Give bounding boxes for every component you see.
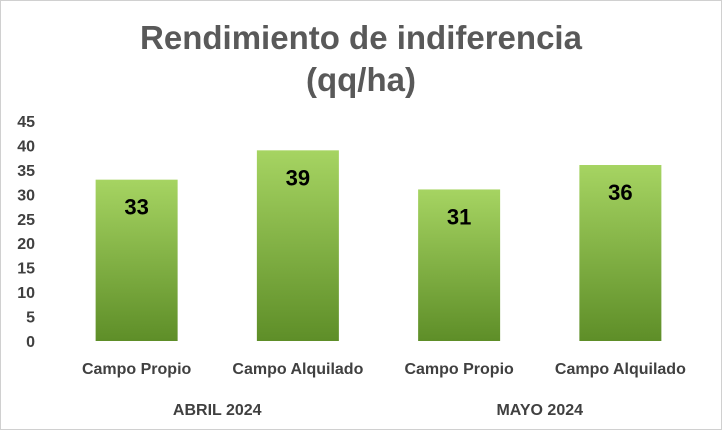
bar-3 bbox=[418, 189, 501, 341]
data-label-4: 36 bbox=[608, 180, 632, 205]
y-tick-label-45: 45 bbox=[17, 114, 35, 131]
y-tick-label-0: 0 bbox=[26, 334, 35, 351]
y-axis: 0 5 10 15 20 25 30 35 40 45 bbox=[17, 114, 35, 351]
category-label-4: Campo Alquilado bbox=[555, 361, 686, 378]
category-label-2: Campo Alquilado bbox=[232, 361, 363, 378]
category-label-3: Campo Propio bbox=[404, 361, 514, 378]
category-label-1: Campo Propio bbox=[82, 361, 192, 378]
y-tick-label-5: 5 bbox=[26, 310, 35, 327]
y-tick-label-15: 15 bbox=[17, 261, 35, 278]
bar-4 bbox=[579, 165, 662, 341]
y-tick-label-20: 20 bbox=[17, 236, 35, 253]
data-label-3: 31 bbox=[447, 204, 471, 229]
data-label-2: 39 bbox=[286, 165, 310, 190]
y-tick-label-10: 10 bbox=[17, 285, 35, 302]
bars bbox=[95, 150, 662, 341]
group-label-1: ABRIL 2024 bbox=[173, 402, 262, 419]
y-tick-label-35: 35 bbox=[17, 163, 35, 180]
chart-title-line-2: (qq/ha) bbox=[306, 61, 416, 98]
y-tick-label-30: 30 bbox=[17, 187, 35, 204]
y-tick-label-40: 40 bbox=[17, 138, 35, 155]
group-label-2: MAYO 2024 bbox=[496, 402, 583, 419]
data-label-1: 33 bbox=[124, 195, 148, 220]
bar-2 bbox=[256, 150, 339, 341]
chart-title-line-1: Rendimiento de indiferencia bbox=[140, 19, 583, 56]
x-axis-groups: ABRIL 2024 MAYO 2024 bbox=[173, 402, 583, 419]
data-labels: 33 39 31 36 bbox=[124, 165, 632, 229]
y-tick-label-25: 25 bbox=[17, 212, 35, 229]
bar-1 bbox=[95, 179, 178, 341]
x-axis-categories: Campo Propio Campo Alquilado Campo Propio C… bbox=[82, 361, 686, 378]
